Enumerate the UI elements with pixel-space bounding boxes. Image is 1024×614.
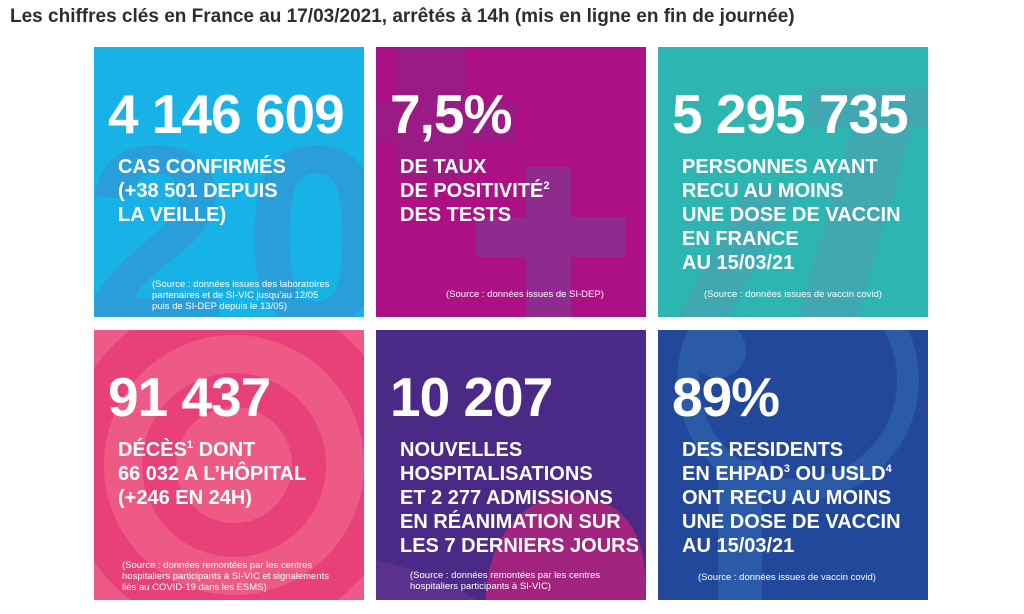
vaccinated-source: (Source : données issues de vaccin covid… [704, 289, 882, 300]
svg-text:2: 2 [94, 93, 229, 317]
positivity-rate-label: DE TAUX DE POSITIVITÉ2 DES TESTS [400, 156, 550, 226]
tile-ehpad-residents: 89% DES RESIDENTS EN EHPAD3 OU USLD4 ONT… [658, 330, 928, 600]
deaths-number: 91 437 [108, 366, 271, 428]
tile-vaccinated: 5 295 735 PERSONNES AYANT RECU AU MOINS … [658, 47, 928, 317]
positivity-rate-source: (Source : données issues de SI-DEP) [446, 289, 604, 300]
tile-deaths: 91 437 DÉCÈS1 DONT 66 032 A L’HÔPITAL (+… [94, 330, 364, 600]
key-figures-grid: 2 0 4 146 609 CAS CONFIRMÉS (+38 501 DEP… [94, 47, 928, 602]
tile-hospitalisations: 10 207 NOUVELLES HOSPITALISATIONS ET 2 2… [376, 330, 646, 600]
positivity-rate-number: 7,5% [390, 83, 512, 145]
tile-decoration [677, 330, 919, 600]
confirmed-cases-source: (Source : données issues des laboratoire… [152, 279, 330, 312]
hospitalisations-source: (Source : données remontées par les cent… [410, 570, 601, 592]
tile-positivity-rate: 7,5% DE TAUX DE POSITIVITÉ2 DES TESTS (S… [376, 47, 646, 317]
tile-decoration [678, 87, 928, 317]
vaccinated-number: 5 295 735 [672, 83, 909, 145]
hospitalisations-label: NOUVELLES HOSPITALISATIONS ET 2 277 ADMI… [400, 439, 639, 557]
ehpad-residents-label: DES RESIDENTS EN EHPAD3 OU USLD4 ONT REC… [682, 439, 901, 557]
tile-decoration [376, 495, 646, 600]
svg-text:0: 0 [244, 93, 364, 317]
ehpad-residents-number: 89% [672, 366, 780, 428]
ehpad-residents-source: (Source : données issues de vaccin covid… [698, 572, 876, 583]
tile-decoration [94, 330, 364, 600]
vaccinated-label: PERSONNES AYANT RECU AU MOINS UNE DOSE D… [682, 156, 901, 274]
deaths-source: (Source : données remontées par les cent… [122, 560, 329, 593]
confirmed-cases-number: 4 146 609 [108, 83, 345, 145]
hospitalisations-number: 10 207 [390, 366, 553, 428]
tile-decoration [376, 47, 626, 317]
page-title: Les chiffres clés en France au 17/03/202… [10, 6, 795, 27]
tile-confirmed-cases: 2 0 4 146 609 CAS CONFIRMÉS (+38 501 DEP… [94, 47, 364, 317]
tile-decoration: 2 0 [94, 93, 364, 317]
confirmed-cases-label: CAS CONFIRMÉS (+38 501 DEPUIS LA VEILLE) [118, 156, 286, 226]
deaths-label: DÉCÈS1 DONT 66 032 A L’HÔPITAL (+246 EN … [118, 439, 307, 509]
